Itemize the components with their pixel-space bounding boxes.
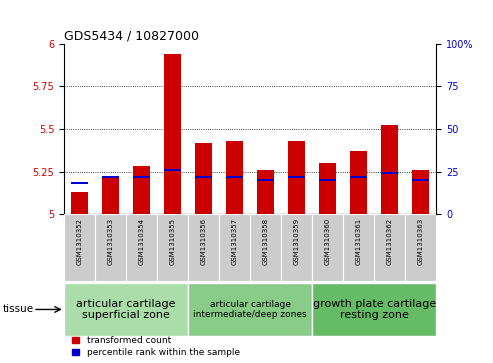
Bar bbox=[195, 176, 212, 178]
Bar bbox=[219, 214, 250, 281]
Text: GSM1310358: GSM1310358 bbox=[263, 217, 269, 265]
Text: articular cartilage
superficial zone: articular cartilage superficial zone bbox=[76, 299, 176, 320]
Text: GSM1310352: GSM1310352 bbox=[76, 217, 83, 265]
Bar bbox=[226, 176, 243, 178]
Text: GSM1310360: GSM1310360 bbox=[325, 217, 331, 265]
Bar bbox=[350, 176, 367, 178]
Bar bbox=[412, 179, 429, 181]
Bar bbox=[133, 176, 150, 178]
Legend: transformed count, percentile rank within the sample: transformed count, percentile rank withi… bbox=[69, 333, 244, 360]
Text: growth plate cartilage
resting zone: growth plate cartilage resting zone bbox=[313, 299, 436, 320]
Bar bbox=[188, 283, 312, 336]
Bar bbox=[133, 166, 150, 214]
Text: articular cartilage
intermediate/deep zones: articular cartilage intermediate/deep zo… bbox=[193, 300, 307, 319]
Bar bbox=[312, 283, 436, 336]
Bar bbox=[257, 179, 274, 181]
Text: GSM1310362: GSM1310362 bbox=[387, 217, 393, 265]
Text: GSM1310355: GSM1310355 bbox=[170, 217, 176, 265]
Bar bbox=[226, 141, 243, 214]
Text: GSM1310361: GSM1310361 bbox=[356, 217, 362, 265]
Bar bbox=[195, 143, 212, 214]
Text: tissue: tissue bbox=[2, 305, 34, 314]
Text: GDS5434 / 10827000: GDS5434 / 10827000 bbox=[64, 29, 199, 42]
Bar bbox=[381, 172, 398, 174]
Bar bbox=[412, 170, 429, 214]
Text: GSM1310359: GSM1310359 bbox=[294, 217, 300, 265]
Bar bbox=[102, 176, 119, 178]
Text: GSM1310363: GSM1310363 bbox=[418, 217, 424, 265]
Text: GSM1310353: GSM1310353 bbox=[107, 217, 113, 265]
Bar bbox=[319, 163, 336, 214]
Bar bbox=[71, 192, 88, 214]
Bar bbox=[350, 151, 367, 214]
Bar bbox=[188, 214, 219, 281]
Bar bbox=[319, 179, 336, 181]
Bar bbox=[312, 214, 343, 281]
Bar bbox=[374, 214, 405, 281]
Bar bbox=[64, 214, 95, 281]
Text: GSM1310356: GSM1310356 bbox=[201, 217, 207, 265]
Bar bbox=[288, 176, 305, 178]
Text: GSM1310354: GSM1310354 bbox=[139, 217, 144, 265]
Bar bbox=[126, 214, 157, 281]
Bar bbox=[257, 170, 274, 214]
Bar bbox=[102, 178, 119, 214]
Bar bbox=[71, 183, 88, 184]
Bar bbox=[64, 283, 188, 336]
Text: GSM1310357: GSM1310357 bbox=[232, 217, 238, 265]
Bar bbox=[281, 214, 312, 281]
Bar bbox=[95, 214, 126, 281]
Bar bbox=[250, 214, 281, 281]
Bar bbox=[405, 214, 436, 281]
Bar bbox=[164, 169, 181, 171]
Bar bbox=[157, 214, 188, 281]
Bar bbox=[288, 141, 305, 214]
Bar bbox=[381, 126, 398, 214]
Bar bbox=[343, 214, 374, 281]
Bar bbox=[164, 54, 181, 214]
